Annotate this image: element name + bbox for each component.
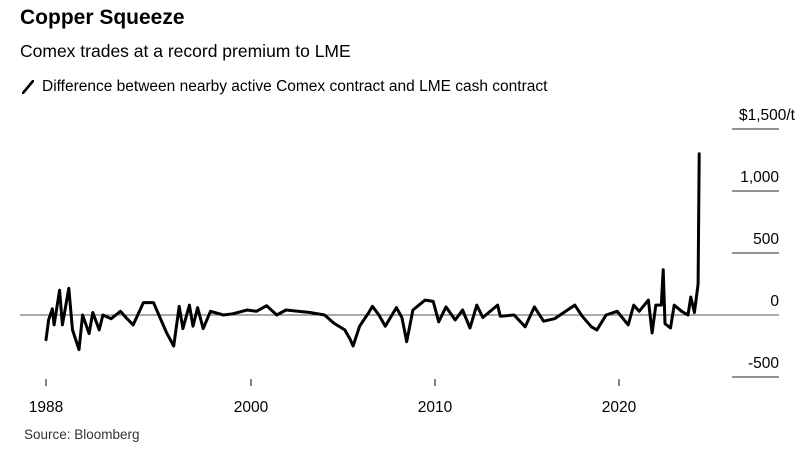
y-tick-label: -500 xyxy=(748,355,779,372)
chart-subtitle: Comex trades at a record premium to LME xyxy=(20,41,351,61)
series-line xyxy=(44,152,701,352)
legend-label: Difference between nearby active Comex c… xyxy=(42,78,548,95)
x-tick-label: 2010 xyxy=(418,399,453,416)
y-tick-label: 500 xyxy=(753,231,779,248)
chart-title: Copper Squeeze xyxy=(20,6,185,29)
x-tick-label: 1988 xyxy=(29,399,63,416)
x-tick-label: 2000 xyxy=(234,399,269,416)
y-tick-label: 0 xyxy=(770,293,779,310)
legend-line-icon xyxy=(22,80,34,94)
y-tick-label: $1,500/t xyxy=(739,107,796,124)
legend: Difference between nearby active Comex c… xyxy=(20,78,547,96)
x-tick-label: 2020 xyxy=(602,399,637,416)
source-note: Source: Bloomberg xyxy=(24,427,140,442)
y-tick-label: 1,000 xyxy=(740,169,779,186)
